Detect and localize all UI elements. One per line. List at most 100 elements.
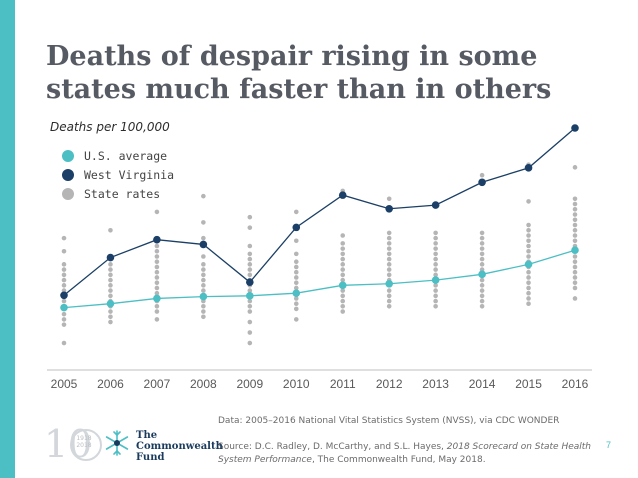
x-tick-label: 2010 <box>283 377 310 391</box>
state-rate-point <box>293 209 299 215</box>
state-rate-point <box>293 251 299 257</box>
state-rate-point <box>526 254 531 259</box>
state-rate-point <box>479 262 485 267</box>
logo-wordmark: The Commonwealth Fund <box>136 430 223 463</box>
state-rate-point <box>154 317 160 322</box>
state-rate-point <box>201 304 206 309</box>
state-rate-point <box>572 165 578 170</box>
west-virginia-point <box>106 253 115 262</box>
y-axis-label: Deaths per 100,000 <box>50 120 170 134</box>
logo-line-1: The <box>136 430 158 441</box>
state-rate-point <box>247 309 253 314</box>
x-tick-label: 2009 <box>236 377 263 391</box>
us-average-point <box>246 292 254 300</box>
state-rate-point <box>433 283 438 288</box>
state-rate-point <box>479 288 485 293</box>
state-rate-point <box>386 256 392 262</box>
state-rate-point <box>433 267 438 272</box>
commonwealth-fund-logo: 10 1918 2018 The Commonwealth Fund <box>44 424 223 469</box>
state-rate-point <box>526 233 531 238</box>
state-rate-point <box>293 269 299 275</box>
state-rate-point <box>108 293 113 299</box>
state-rate-point <box>572 259 578 265</box>
state-rate-point <box>526 238 531 244</box>
state-rate-point <box>433 246 438 251</box>
state-rate-point <box>479 251 485 257</box>
west-virginia-point <box>571 124 579 132</box>
state-rate-point <box>386 262 392 267</box>
state-rate-point <box>340 277 346 283</box>
state-rate-point <box>154 285 160 291</box>
state-rate-point <box>479 277 485 283</box>
state-rate-point <box>108 288 113 293</box>
state-rate-point <box>247 262 253 267</box>
x-tick-label: 2012 <box>376 377 403 391</box>
state-rate-point <box>201 220 206 225</box>
legend-marker-state-rates <box>62 187 74 200</box>
legend-marker-west-virginia <box>62 168 74 181</box>
state-rate-point <box>526 227 531 233</box>
state-rate-point <box>386 241 392 246</box>
page-number: 7 <box>606 440 612 450</box>
state-rate-point <box>433 272 438 278</box>
state-rate-point <box>201 235 206 241</box>
state-rate-point <box>526 199 531 204</box>
west-virginia-line <box>63 127 576 296</box>
state-rate-point <box>572 285 578 291</box>
west-virginia-point <box>478 178 486 187</box>
state-rate-point <box>293 264 299 270</box>
state-rate-point <box>247 304 253 309</box>
accent-sidebar <box>0 0 15 478</box>
us-average-point <box>385 279 393 288</box>
state-rate-point <box>433 293 438 299</box>
state-rate-point <box>247 288 253 293</box>
state-rate-point <box>247 243 253 249</box>
state-rate-point <box>572 217 578 223</box>
state-rate-point <box>526 285 531 291</box>
us-average-point <box>338 281 347 290</box>
legend-marker-us-average <box>62 149 74 162</box>
state-rate-point <box>247 319 253 325</box>
line-chart: 2005 2006 2007 2008 2009 2010 2011 2012 2013 2014… <box>47 124 592 391</box>
state-rate-point <box>386 246 392 251</box>
state-rate-point <box>340 246 346 251</box>
state-rate-point <box>247 225 253 230</box>
us-average-point <box>153 294 161 303</box>
state-rate-point <box>61 272 67 278</box>
state-rate-point <box>572 269 578 275</box>
state-rate-point <box>433 235 438 241</box>
state-rate-point <box>293 285 299 291</box>
state-rate-point <box>201 309 206 314</box>
state-rate-point <box>433 256 438 262</box>
state-rate-point <box>201 288 206 293</box>
legend-label-us-average: U.S. average <box>84 148 168 163</box>
state-rate-point <box>293 306 299 312</box>
us-average-point <box>431 276 440 284</box>
state-rate-point <box>340 309 346 314</box>
state-rate-point <box>201 272 206 278</box>
state-rate-point <box>572 254 578 259</box>
state-rate-point <box>572 280 578 286</box>
state-rate-point <box>61 248 67 254</box>
legend-item-us-average: U.S. average <box>62 146 174 165</box>
state-rate-point <box>572 222 578 228</box>
us-average-line <box>63 249 576 309</box>
state-rate-point <box>61 277 67 283</box>
state-rate-point <box>201 193 206 199</box>
state-rate-point <box>108 277 113 283</box>
state-rate-point <box>61 311 67 317</box>
x-tick-label: 2014 <box>469 377 496 391</box>
state-rate-point <box>201 262 206 267</box>
state-rate-point <box>201 314 206 320</box>
state-rate-point <box>340 304 346 309</box>
state-rate-point <box>293 301 299 306</box>
state-rate-point <box>386 235 392 241</box>
state-rate-point <box>154 243 160 249</box>
slide-title: Deaths of despair rising in some states … <box>46 41 552 105</box>
x-tick-label: 2005 <box>51 377 78 391</box>
legend-label-west-virginia: West Virginia <box>84 167 175 182</box>
state-rate-point <box>340 293 346 299</box>
state-rate-point <box>433 304 438 309</box>
state-rate-point <box>479 283 485 288</box>
us-average-point <box>478 270 486 279</box>
